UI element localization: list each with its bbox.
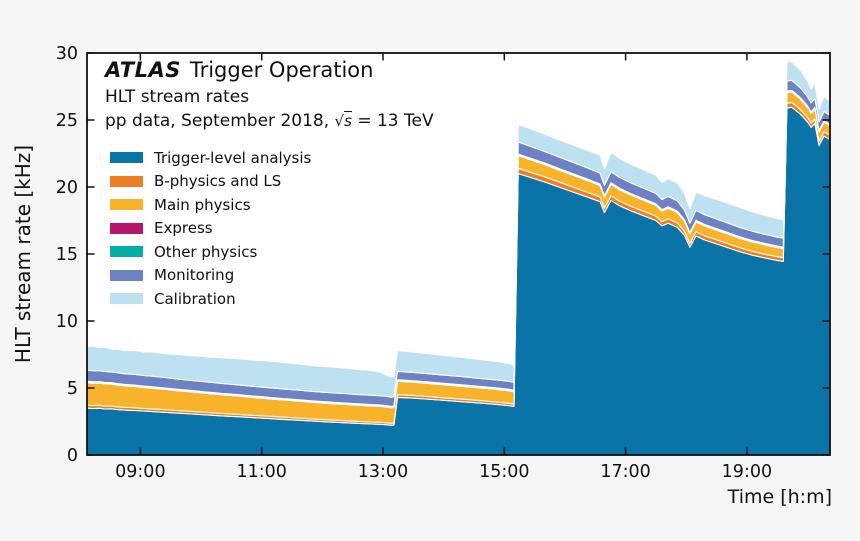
legend-label-other-physics: Other physics bbox=[154, 242, 258, 261]
legend-label-main-physics: Main physics bbox=[154, 195, 251, 214]
legend-item-express: Express bbox=[110, 217, 311, 241]
conditions-prefix: pp data, September 2018, bbox=[105, 110, 335, 131]
legend-label-b-physics-and-ls: B-physics and LS bbox=[154, 172, 282, 191]
chart-subtitle: HLT stream rates bbox=[105, 87, 250, 108]
x-tick-label: 19:00 bbox=[722, 462, 772, 482]
sqrt-variable: s bbox=[344, 111, 352, 130]
legend-item-monitoring: Monitoring bbox=[110, 264, 311, 288]
title-text: Trigger Operation bbox=[189, 58, 374, 82]
page-title: ATLAS Trigger Operation bbox=[105, 57, 434, 83]
legend-label-monitoring: Monitoring bbox=[154, 266, 235, 285]
x-axis-label: Time [h:m] bbox=[727, 486, 832, 508]
legend-item-trigger-level-analysis: Trigger-level analysis bbox=[110, 146, 311, 170]
x-tick-label: 15:00 bbox=[479, 462, 529, 482]
legend-item-b-physics-and-ls: B-physics and LS bbox=[110, 170, 311, 194]
legend-swatch-express bbox=[110, 222, 143, 234]
axes-frame bbox=[86, 52, 831, 456]
y-tick-label: 30 bbox=[56, 44, 78, 64]
legend-swatch-calibration bbox=[110, 293, 143, 305]
y-tick-label: 5 bbox=[67, 379, 78, 399]
legend-label-calibration: Calibration bbox=[154, 289, 236, 308]
x-tick-label: 11:00 bbox=[236, 462, 286, 482]
chart-legend: Trigger-level analysis B-physics and LS Ma… bbox=[110, 146, 311, 311]
legend-swatch-trigger-level-analysis bbox=[110, 152, 143, 164]
chart-title-block: ATLAS Trigger Operation HLT stream rates … bbox=[105, 57, 434, 132]
legend-swatch-main-physics bbox=[110, 199, 143, 211]
legend-item-other-physics: Other physics bbox=[110, 240, 311, 264]
x-tick-label: 17:00 bbox=[600, 462, 650, 482]
y-tick-label: 10 bbox=[56, 312, 78, 332]
y-tick-label: 25 bbox=[56, 111, 78, 131]
atlas-label: ATLAS bbox=[105, 58, 181, 82]
conditions-suffix: = 13 TeV bbox=[351, 110, 434, 131]
legend-label-trigger-level-analysis: Trigger-level analysis bbox=[154, 148, 312, 167]
y-axis-label: HLT stream rate [kHz] bbox=[11, 145, 35, 363]
sqrt-s-symbol: √s bbox=[335, 112, 352, 130]
legend-label-express: Express bbox=[154, 219, 213, 238]
legend-item-main-physics: Main physics bbox=[110, 193, 311, 217]
x-tick-label: 09:00 bbox=[115, 462, 165, 482]
legend-swatch-b-physics-and-ls bbox=[110, 175, 143, 187]
y-tick-label: 15 bbox=[56, 245, 78, 265]
x-tick-label: 13:00 bbox=[358, 462, 408, 482]
sqrt-radical: √ bbox=[334, 111, 345, 130]
legend-swatch-other-physics bbox=[110, 246, 143, 258]
chart-conditions: pp data, September 2018, √s = 13 TeV bbox=[105, 111, 434, 132]
y-tick-label: 20 bbox=[56, 178, 78, 198]
y-tick-label: 0 bbox=[67, 446, 78, 466]
legend-item-calibration: Calibration bbox=[110, 287, 311, 311]
legend-swatch-monitoring bbox=[110, 269, 143, 281]
